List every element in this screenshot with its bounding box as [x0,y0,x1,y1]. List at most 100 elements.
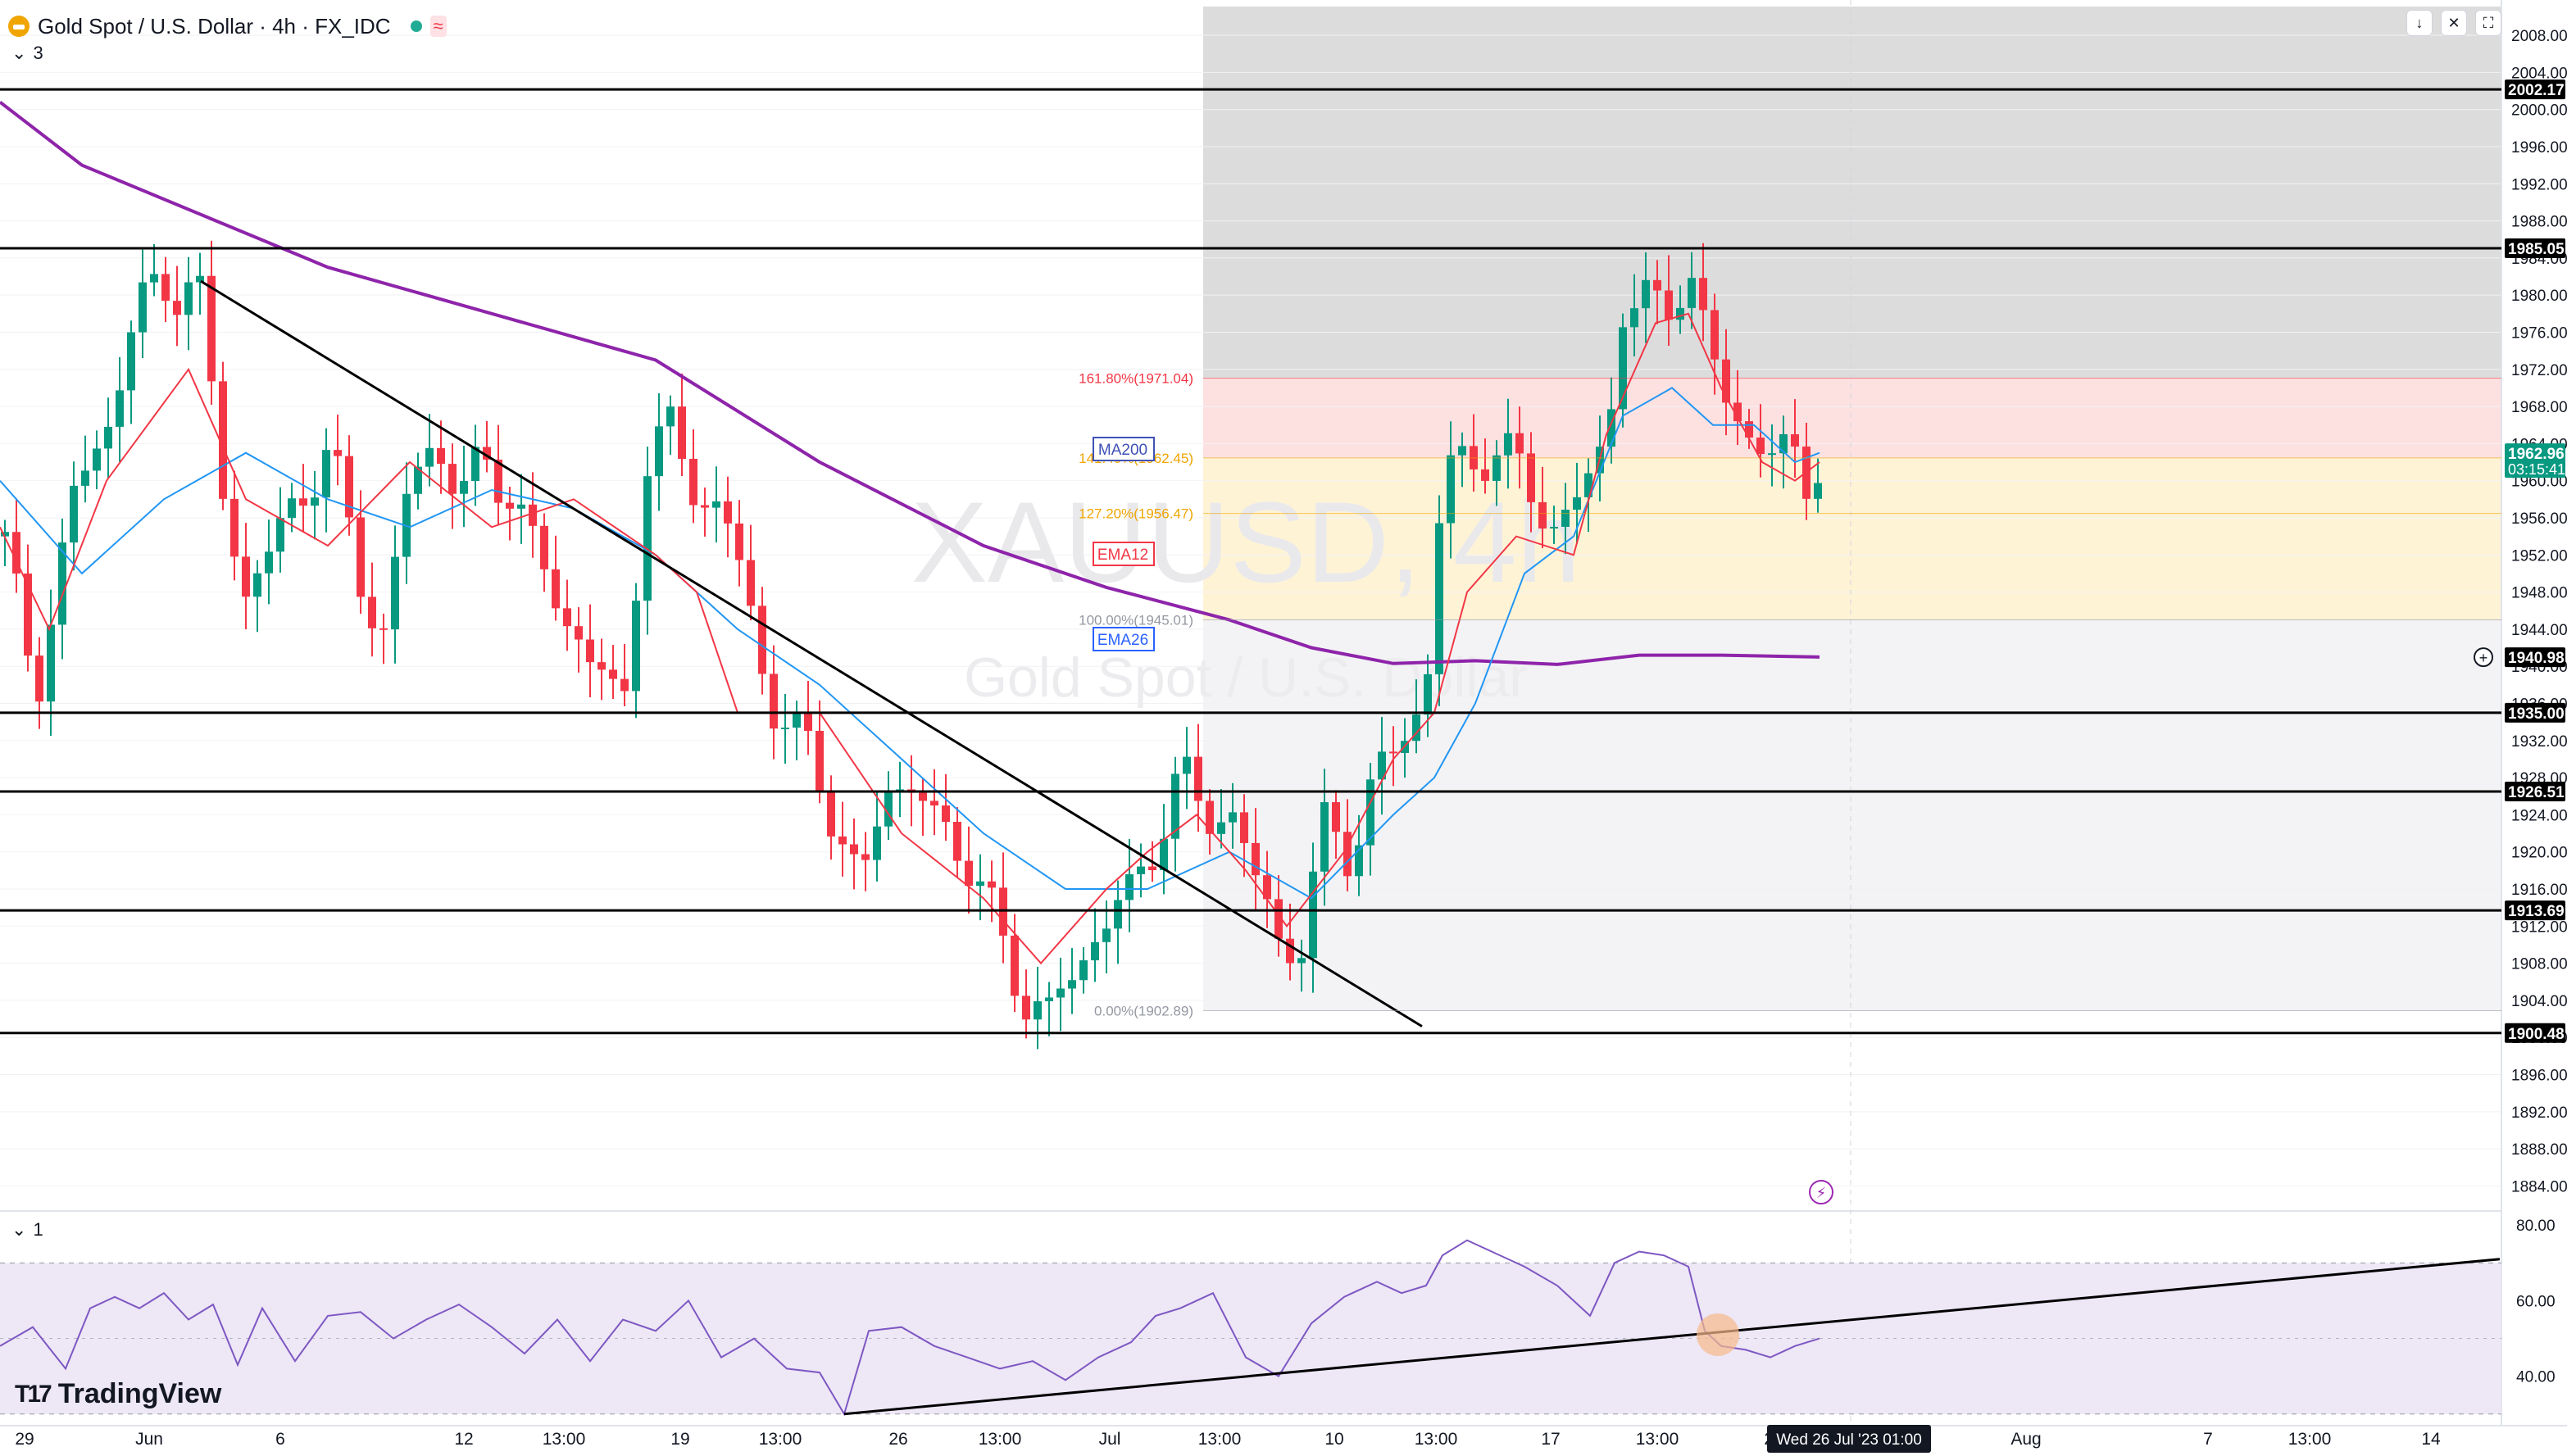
time-tick-label: Jul [1099,1430,1121,1449]
candle-body [552,569,560,609]
candle-body [1538,501,1547,529]
candle-body [976,881,984,887]
time-tick-label: 6 [275,1430,285,1449]
candle-body [127,332,135,391]
candle-body [1114,900,1122,929]
candle-body [563,608,571,627]
tradingview-logo[interactable]: T17 TradingView [15,1378,221,1410]
price-tick-label: 1956.00 [2511,510,2567,528]
candle-body [1148,866,1156,871]
chart-header: Gold Spot / U.S. Dollar · 4h · FX_IDC ≈ [0,0,2508,52]
price-axis-layer[interactable]: 1884.001888.001892.001896.001900.001904.… [2474,28,2567,1195]
fullscreen-icon[interactable]: ⛶ [2475,10,2501,36]
candle-body [586,639,594,663]
indicator-label: MA200 [1098,442,1147,459]
candle-body [861,854,870,860]
candle-body [58,542,66,625]
symbol-title[interactable]: Gold Spot / U.S. Dollar · 4h · FX_IDC [38,13,391,39]
candle-body [1378,751,1386,780]
candle-body [173,301,181,315]
time-tick-label: Jun [135,1430,163,1449]
close-icon[interactable]: ✕ [2441,10,2467,36]
crosshair-time-box [1767,1425,1931,1453]
price-marker-text: 1913.69 [2508,903,2565,920]
lightning-glyph: ⚡ [1816,1185,1827,1201]
candle-body [161,274,170,302]
candle-body [666,406,675,427]
candle-body [1297,958,1306,964]
candle-body [1768,453,1776,456]
indicator-label-box [1093,437,1155,461]
candle-body [1125,873,1134,900]
indicator-count: 3 [33,43,43,63]
watermark-description: Gold Spot / U.S. Dollar [964,646,1528,709]
candle-body [1309,871,1317,959]
price-tick-label: 2004.00 [2511,65,2567,82]
candle-body [1355,845,1363,877]
candle-body [1022,996,1030,1020]
price-marker-text: 2002.17 [2508,82,2565,99]
candle-body [494,459,502,503]
candle-body [184,282,193,315]
price-marker-text: 1900.48 [2508,1026,2565,1043]
candle-body [724,501,732,524]
candle-body [93,448,101,471]
price-tick-label: 1948.00 [2511,585,2567,602]
fib-level-label: 100.00%(1945.01) [1079,612,1193,628]
candle-body [1653,279,1661,291]
ma200-line [0,101,1820,666]
candle-body [1240,812,1248,843]
candle-body [1252,842,1260,876]
candle-body [632,601,640,692]
candle-body [219,381,227,499]
candles-layer [1,240,1822,1050]
candle-body [781,728,789,730]
candle-body [379,628,388,630]
time-axis-layer[interactable]: 29 Jun 6 12 13:00 19 13:00 26 13:00 Jul 13:00 10 13:… [15,1425,2441,1453]
candle-body [850,844,858,855]
rsi-indicator-count: 1 [33,1219,43,1240]
candle-body [919,792,927,801]
arrow-down-icon[interactable]: ↓ [2406,10,2433,36]
watermark-symbol: XAUUSD, 4h [911,478,1581,606]
candle-body [1584,473,1592,497]
price-tick-label: 1944.00 [2511,622,2567,639]
candle-body [942,805,950,823]
candle-body [747,560,755,606]
candle-body [1274,899,1283,939]
price-tick-label: 1972.00 [2511,362,2567,379]
indicators-toggle[interactable]: ⌄ 3 [11,43,43,64]
candle-body [196,275,204,283]
candle-body [1045,997,1053,1002]
time-tick-label: 14 [2421,1430,2441,1449]
candle-body [1137,866,1145,874]
candle-body [1389,751,1397,754]
candle-body [276,518,284,552]
price-tick-label: 1920.00 [2511,845,2567,862]
candle-body [207,275,216,382]
fib-level-label: 127.20%(1956.47) [1079,506,1193,522]
candle-body [1550,526,1558,529]
candle-body [345,456,353,518]
price-tick-label: 1992.00 [2511,176,2567,193]
rsi-indicators-toggle[interactable]: ⌄ 1 [11,1219,43,1241]
price-countdown-text: 03:15:41 [2508,461,2565,478]
candle-body [1160,838,1168,871]
candle-body [116,390,124,427]
candle-body [1286,938,1294,964]
candle-body [1492,455,1501,481]
candle-body [816,730,824,792]
candle-body [930,801,938,806]
candle-body [265,551,273,574]
candle-body [965,860,973,887]
price-tick-label: 1996.00 [2511,139,2567,156]
candle-body [804,713,812,731]
chevron-down-icon: ⌄ [11,43,27,63]
indicator-lines-layer [0,101,1820,1027]
candle-body [1102,928,1111,942]
price-tick-label: 1916.00 [2511,882,2567,899]
time-tick-label: 13:00 [543,1430,586,1449]
rsi-highlight-marker [1697,1313,1739,1356]
